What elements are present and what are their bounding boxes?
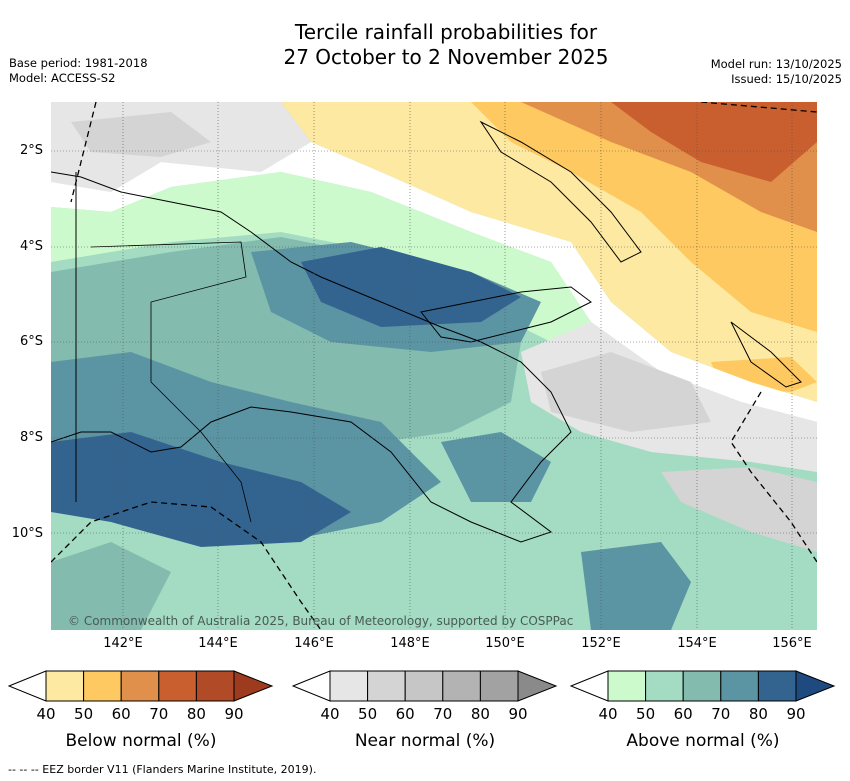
- eez-footnote: -- -- -- EEZ border V11 (Flanders Marine…: [8, 763, 317, 776]
- near-normal-far-se: [661, 467, 817, 552]
- colorbar-tick-label: 90: [508, 705, 528, 723]
- issued-date: Issued: 15/10/2025: [731, 72, 842, 86]
- colorbar-tick-label: 90: [786, 705, 806, 723]
- colorbar-min-arrow: [8, 670, 47, 702]
- colorbar-1: [8, 670, 274, 702]
- colorbar-swatch: [195, 670, 235, 702]
- eez-border-east: [730, 391, 817, 563]
- colorbar-tick-label: 60: [673, 705, 693, 723]
- colorbar-tick-label: 40: [36, 705, 56, 723]
- below-normal-ne-70: [611, 102, 817, 182]
- lon-label-148e: 148°E: [390, 636, 430, 651]
- probability-map: [51, 102, 817, 630]
- map-canvas: [51, 102, 817, 630]
- colorbar-tick-label: 80: [186, 705, 206, 723]
- title-line-1: Tercile rainfall probabilities for: [294, 20, 598, 44]
- colorbar-title: Above normal (%): [626, 731, 780, 751]
- colorbar-swatch: [682, 670, 722, 702]
- colorbar-tick-label: 70: [149, 705, 169, 723]
- near-normal-se-core: [541, 352, 711, 432]
- above-normal-80: [301, 247, 521, 327]
- eez-border-west: [70, 102, 97, 203]
- copyright-credit: © Commonwealth of Australia 2025, Bureau…: [68, 614, 574, 628]
- colorbar-min-arrow: [570, 670, 609, 702]
- colorbar-swatch: [442, 670, 481, 702]
- colorbar-swatch: [120, 670, 160, 702]
- colorbar-tick-label: 70: [433, 705, 453, 723]
- colorbar-title: Below normal (%): [65, 731, 217, 751]
- colorbar-swatch: [645, 670, 684, 702]
- colorbar-swatch: [45, 670, 85, 702]
- colorbar-tick-label: 70: [711, 705, 731, 723]
- colorbar-tick-label: 90: [224, 705, 244, 723]
- lat-label-4s: 4°S: [19, 239, 43, 254]
- coastline-bougainville: [730, 321, 802, 388]
- colorbar-3: [570, 670, 836, 702]
- coastline-mainland: [51, 171, 572, 543]
- above-normal-80-south: [51, 432, 351, 547]
- lat-label-6s: 6°S: [19, 334, 43, 349]
- lon-label-146e: 146°E: [294, 636, 334, 651]
- model-info: Base period: 1981-2018 Model: ACCESS-S2: [9, 56, 148, 86]
- colorbar-swatch: [757, 670, 797, 702]
- above-normal-60-sw: [51, 542, 171, 630]
- above-normal-40-band: [51, 172, 591, 342]
- title-line-2: 27 October to 2 November 2025: [283, 45, 609, 69]
- colorbar-tick-label: 80: [470, 705, 490, 723]
- eez-border-south: [51, 501, 322, 630]
- coastline-new-ireland: [479, 120, 642, 263]
- base-period: Base period: 1981-2018: [9, 56, 148, 70]
- lon-label-142e: 142°E: [103, 636, 143, 651]
- colorbar-swatch: [329, 670, 369, 702]
- model-name: Model: ACCESS-S2: [9, 71, 116, 85]
- map-title: Tercile rainfall probabilities for 27 Oc…: [0, 20, 850, 70]
- neutral-band: [51, 142, 817, 422]
- colorbar-tick-label: 60: [111, 705, 131, 723]
- colorbar-max-arrow: [795, 670, 836, 702]
- colorbar-swatch: [479, 670, 519, 702]
- lat-label-10s: 10°S: [11, 526, 43, 541]
- colorbar-swatch: [720, 670, 759, 702]
- colorbar-tick-label: 60: [395, 705, 415, 723]
- colorbar-swatch: [83, 670, 122, 702]
- lon-label-156e: 156°E: [772, 636, 812, 651]
- colorbar-tick-label: 50: [358, 705, 378, 723]
- colorbar-2: [292, 670, 558, 702]
- colorbar-max-arrow: [517, 670, 558, 702]
- model-run-date: Model run: 13/10/2025: [710, 57, 842, 71]
- lat-label-2s: 2°S: [19, 143, 43, 158]
- graticule: [51, 102, 817, 630]
- colorbar-tick-label: 40: [598, 705, 618, 723]
- lon-label-152e: 152°E: [581, 636, 621, 651]
- lon-label-144e: 144°E: [198, 636, 238, 651]
- colorbar-tick-label: 40: [320, 705, 340, 723]
- lon-label-150e: 150°E: [485, 636, 525, 651]
- above-normal-70-se: [581, 542, 691, 630]
- near-normal-nw-core: [71, 112, 211, 157]
- colorbar-max-arrow: [233, 670, 274, 702]
- colorbar-min-arrow: [292, 670, 331, 702]
- colorbar-tick-label: 50: [74, 705, 94, 723]
- lat-label-8s: 8°S: [19, 430, 43, 445]
- colorbar-title: Near normal (%): [354, 731, 496, 751]
- colorbar-swatch: [404, 670, 444, 702]
- colorbar-swatch: [158, 670, 197, 702]
- coastline-new-britain: [420, 286, 592, 343]
- colorbar-tick-label: 80: [748, 705, 768, 723]
- colorbar-swatch: [607, 670, 647, 702]
- run-info: Model run: 13/10/2025 Issued: 15/10/2025: [711, 57, 842, 87]
- colorbar-tick-label: 50: [636, 705, 656, 723]
- lon-label-154e: 154°E: [677, 636, 717, 651]
- colorbar-swatch: [367, 670, 406, 702]
